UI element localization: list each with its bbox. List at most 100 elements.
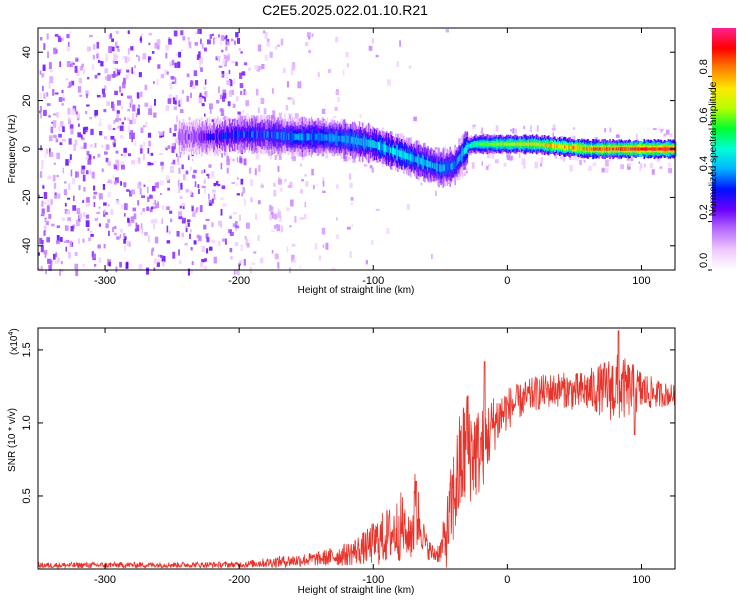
spectrogram-ridge-cell xyxy=(213,132,215,141)
x-tick-label: 100 xyxy=(632,275,650,287)
spectrogram-cell xyxy=(117,72,121,76)
spectrogram-cell xyxy=(299,217,304,220)
spectrogram-cell xyxy=(368,45,373,51)
spectrogram-ridge-cell xyxy=(186,133,189,141)
spectrogram-cell xyxy=(76,208,81,215)
spectrogram-cell xyxy=(408,65,412,69)
spectrogram-cell xyxy=(98,60,101,63)
spectrogram-cell xyxy=(124,203,128,210)
spectrogram-cell xyxy=(79,66,83,71)
spectrogram-cell xyxy=(116,200,120,205)
spectrogram-cell xyxy=(203,169,206,173)
snr-panel: -300 -200 -100 0 100 0.51.01.5 Height of str… xyxy=(7,327,676,596)
spectrogram-cell xyxy=(240,178,244,185)
spectrogram-ridge-cell xyxy=(509,142,512,146)
spectrogram-cell xyxy=(259,257,264,264)
spectrogram-cell xyxy=(56,152,61,160)
spectrogram-ridge-cell xyxy=(482,142,485,146)
spectrogram-cell xyxy=(306,32,311,38)
spectrogram-cell xyxy=(209,246,213,251)
spectrogram-ridge-cell xyxy=(250,131,252,138)
spectrogram-cell xyxy=(74,252,78,256)
spectrogram-cell xyxy=(174,124,177,131)
spectrogram-cell xyxy=(46,103,51,106)
spectrogram-ridge-cell xyxy=(366,139,369,147)
spectrogram-cell xyxy=(335,36,339,43)
spectrogram-cell xyxy=(78,77,83,84)
spectrogram-cell xyxy=(318,255,321,261)
spectrogram-cell xyxy=(73,144,77,151)
spectrogram-ridge-cell xyxy=(187,134,190,140)
spectrogram-cell xyxy=(108,262,111,266)
spectrogram-cell xyxy=(71,108,75,116)
spectrogram-ridge-cell xyxy=(337,135,340,142)
spectrogram-cell xyxy=(239,72,243,79)
spectrogram-ridge-cell xyxy=(356,137,359,146)
spectrogram-cell xyxy=(53,47,57,55)
spectrogram-ridge-cell xyxy=(325,134,328,141)
spectrogram-cell xyxy=(465,167,469,171)
spectrogram-cell xyxy=(114,68,119,71)
spectrogram-cell xyxy=(68,138,72,145)
spectrogram-cell xyxy=(668,167,672,174)
spectrogram-cell xyxy=(222,59,226,66)
spectrogram-cell xyxy=(301,179,305,182)
spectrogram-ridge-cell xyxy=(322,133,325,141)
spectrogram-cell xyxy=(59,269,61,276)
spectrogram-cell xyxy=(406,204,410,210)
spectrogram-cell xyxy=(137,182,141,189)
spectrogram-cell xyxy=(45,269,47,275)
spectrogram-ridge-cell xyxy=(311,133,314,140)
spectrogram-y-label: Frequency (Hz) xyxy=(7,115,18,184)
spectrogram-cell xyxy=(105,76,108,80)
spectrogram-cell xyxy=(89,34,93,38)
spectrogram-ridge-cell xyxy=(397,149,399,157)
spectrogram-cell xyxy=(240,90,243,95)
spectrogram-cell xyxy=(264,54,268,61)
spectrogram-cell xyxy=(336,234,339,239)
spectrogram-ridge-cell xyxy=(501,142,504,147)
spectrogram-cell xyxy=(147,186,149,194)
spectrogram-cell xyxy=(115,159,120,166)
spectrogram-cell xyxy=(178,51,181,58)
spectrogram-cell xyxy=(213,193,216,200)
spectrogram-ridge-cell xyxy=(184,133,187,141)
spectrogram-ridge-cell xyxy=(506,142,509,147)
spectrogram-cell xyxy=(130,98,133,104)
spectrogram-ridge-cell xyxy=(535,142,538,147)
spectrogram-cell xyxy=(286,81,289,88)
spectrogram-cell xyxy=(605,167,609,173)
spectrogram-cell xyxy=(176,231,180,237)
spectrogram-cell xyxy=(203,47,207,52)
spectrogram-cell xyxy=(54,192,57,196)
spectrogram-ridge-cell xyxy=(634,147,636,151)
spectrogram-cell xyxy=(115,30,119,34)
spectrogram-ridge-cell xyxy=(519,142,522,146)
spectrogram-cell xyxy=(322,244,325,248)
spectrogram-ridge-cell xyxy=(590,147,592,151)
spectrogram-cell xyxy=(140,91,143,98)
spectrogram-ridge-cell xyxy=(500,142,503,146)
spectrogram-cell xyxy=(280,225,284,233)
spectrogram-ridge-cell xyxy=(215,133,217,140)
spectrogram-ridge-cell xyxy=(666,147,669,151)
spectrogram-cell xyxy=(127,47,130,55)
spectrogram-cell xyxy=(116,69,121,74)
spectrogram-ridge-cell xyxy=(198,133,201,141)
spectrogram-ridge-cell xyxy=(273,131,275,139)
spectrogram-ridge-cell xyxy=(582,146,584,151)
spectrogram-ridge-cell xyxy=(439,164,441,172)
spectrogram-cell xyxy=(551,127,556,131)
spectrogram-cell xyxy=(258,65,262,71)
spectrogram-cell xyxy=(157,254,162,257)
spectrogram-ridge-cell xyxy=(349,136,352,144)
spectrogram-cell xyxy=(139,144,143,152)
spectrogram-cell xyxy=(66,239,70,243)
spectrogram-cell xyxy=(177,179,180,187)
spectrogram-cell xyxy=(43,230,46,236)
spectrogram-cell xyxy=(115,118,119,122)
spectrogram-cell xyxy=(138,72,142,78)
spectrogram-ridge-cell xyxy=(512,142,515,146)
spectrogram-cell xyxy=(665,129,670,135)
spectrogram-cell xyxy=(55,138,59,143)
